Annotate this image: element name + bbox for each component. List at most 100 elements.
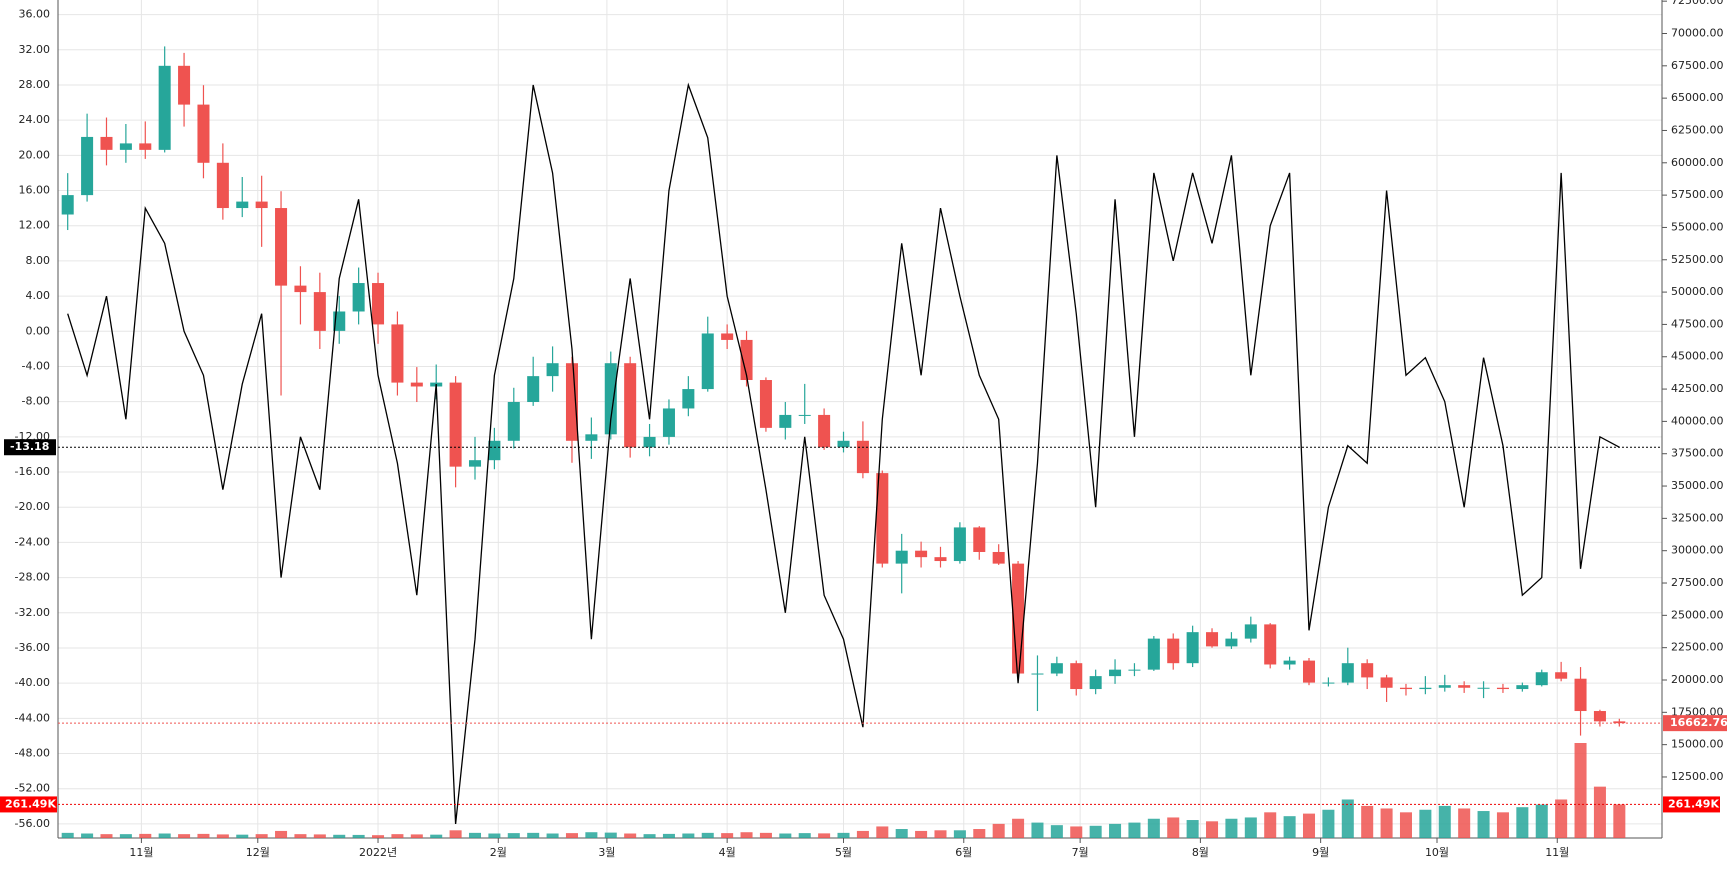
volume-bar bbox=[953, 830, 966, 838]
candle-body bbox=[119, 143, 132, 150]
volume-bar bbox=[1361, 805, 1374, 838]
volume-bar bbox=[1302, 813, 1316, 838]
candle-body bbox=[1361, 663, 1374, 678]
y2-tick-label: 70000.00 bbox=[1671, 26, 1724, 39]
y-tick-label: 8.00 bbox=[26, 254, 51, 267]
volume-bar bbox=[1477, 811, 1490, 838]
volume-bar bbox=[759, 832, 772, 838]
volume-label-box bbox=[1663, 796, 1720, 813]
candle-body bbox=[721, 333, 734, 340]
x-tick-label: 11월 bbox=[129, 846, 153, 859]
oscillator-line bbox=[67, 82, 1620, 824]
volume-bar bbox=[604, 832, 617, 838]
volume-bar bbox=[527, 832, 540, 838]
candle-body bbox=[546, 363, 559, 377]
volume-bar bbox=[1593, 786, 1606, 838]
volume-bar bbox=[1574, 743, 1587, 838]
volume-bar bbox=[895, 829, 908, 838]
candle-body bbox=[61, 195, 74, 215]
y2-tick-label: 67500.00 bbox=[1671, 59, 1724, 72]
volume-bar bbox=[81, 833, 94, 838]
volume-bar bbox=[1613, 804, 1626, 838]
y-tick-label: 36.00 bbox=[19, 8, 51, 21]
candle-body bbox=[740, 339, 753, 381]
candle-body bbox=[1574, 678, 1587, 712]
candle-body bbox=[197, 104, 210, 163]
candle-body bbox=[372, 283, 385, 325]
candle-body bbox=[178, 65, 191, 105]
volume-bar bbox=[798, 833, 811, 838]
oscillator-label-box bbox=[4, 439, 56, 456]
candle-body bbox=[992, 551, 1005, 564]
candle-body bbox=[468, 460, 482, 467]
candle-body bbox=[1496, 687, 1509, 690]
volume-bar bbox=[934, 830, 947, 838]
volume-bar bbox=[507, 833, 520, 838]
y-tick-label: 20.00 bbox=[19, 148, 51, 161]
volume-bar bbox=[818, 833, 831, 838]
candle-body bbox=[1070, 663, 1083, 690]
candle-body bbox=[624, 363, 637, 448]
candle-body bbox=[275, 208, 288, 286]
candle-body bbox=[856, 440, 869, 474]
volume-label: 261.49K bbox=[5, 797, 56, 810]
candle-body bbox=[158, 65, 171, 150]
candle-body bbox=[1128, 669, 1141, 671]
y2-tick-label: 72500.00 bbox=[1671, 0, 1724, 7]
y2-tick-label: 27500.00 bbox=[1671, 576, 1724, 589]
volume-bar bbox=[682, 833, 695, 838]
y-tick-label: -48.00 bbox=[15, 747, 50, 760]
y2-tick-label: 22500.00 bbox=[1671, 641, 1724, 654]
candle-body bbox=[1535, 672, 1548, 686]
candle-body bbox=[255, 201, 268, 209]
y2-tick-label: 17500.00 bbox=[1671, 705, 1724, 718]
candle-body bbox=[488, 440, 501, 461]
volume-bar bbox=[1283, 816, 1296, 838]
candle-body bbox=[759, 380, 772, 428]
volume-bar bbox=[701, 832, 714, 838]
y2-tick-label: 55000.00 bbox=[1671, 220, 1724, 233]
volume-bar bbox=[1341, 799, 1354, 838]
volume-bar bbox=[837, 832, 850, 838]
candle-body bbox=[895, 550, 908, 564]
y-tick-label: -52.00 bbox=[15, 782, 50, 795]
candle-body bbox=[1516, 685, 1529, 690]
candle-body bbox=[701, 333, 714, 390]
candle-body bbox=[236, 201, 249, 209]
y2-tick-label: 57500.00 bbox=[1671, 188, 1724, 201]
candle-body bbox=[449, 382, 462, 467]
candle-body bbox=[527, 376, 540, 402]
y-tick-label: 16.00 bbox=[19, 184, 51, 197]
y-tick-label: -16.00 bbox=[15, 465, 50, 478]
y2-tick-label: 65000.00 bbox=[1671, 91, 1724, 104]
candle-body bbox=[837, 440, 850, 448]
volume-bar bbox=[488, 833, 501, 838]
candle-body bbox=[81, 136, 94, 196]
candle-body bbox=[1593, 711, 1606, 722]
candle-body bbox=[585, 434, 598, 441]
candle-body bbox=[1031, 673, 1044, 675]
volume-bar bbox=[410, 834, 423, 838]
y-tick-label: -32.00 bbox=[15, 606, 50, 619]
candle-body bbox=[604, 363, 617, 435]
volume-bar bbox=[449, 830, 462, 838]
candle-body bbox=[1283, 660, 1296, 665]
candle-body bbox=[1264, 624, 1277, 665]
y-tick-label: -8.00 bbox=[22, 395, 50, 408]
y-tick-label: 12.00 bbox=[19, 219, 51, 232]
y-tick-label: -44.00 bbox=[15, 711, 50, 724]
y2-tick-label: 12500.00 bbox=[1671, 770, 1724, 783]
volume-bar bbox=[236, 834, 249, 838]
volume-bar bbox=[468, 832, 482, 838]
y2-tick-label: 35000.00 bbox=[1671, 479, 1724, 492]
x-tick-label: 11월 bbox=[1545, 846, 1569, 859]
y-tick-label: 4.00 bbox=[26, 289, 51, 302]
candle-body bbox=[1244, 624, 1257, 639]
candle-body bbox=[1206, 632, 1219, 647]
candle-body bbox=[294, 285, 307, 293]
volume-bar bbox=[1535, 804, 1548, 838]
x-tick-label: 6월 bbox=[955, 846, 972, 859]
x-tick-label: 7월 bbox=[1072, 846, 1089, 859]
